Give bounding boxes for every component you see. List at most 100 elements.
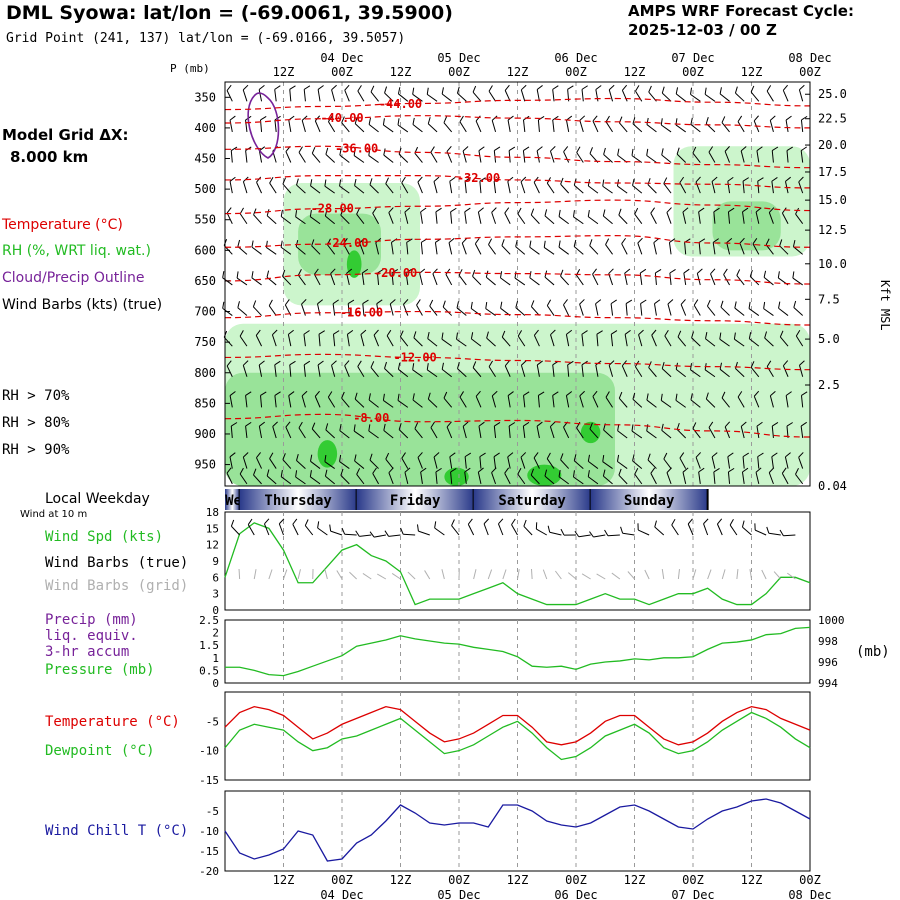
wind-barb <box>757 177 764 194</box>
wind-barb-flag <box>317 360 324 366</box>
wind-barb <box>638 329 644 347</box>
wind-barb-staff <box>504 90 511 102</box>
wind-barb <box>653 237 660 255</box>
wind-barb-flag <box>637 237 643 244</box>
wind-barb-staff <box>666 212 672 224</box>
wind-barb-staff <box>520 181 526 194</box>
wind-barb-flag <box>256 176 262 183</box>
wind-barb <box>417 176 423 194</box>
wind-barb-staff <box>581 89 584 102</box>
wind-barb-staff <box>708 151 716 163</box>
wind-barb-staff <box>488 366 496 378</box>
wind-barb-flag <box>764 331 768 339</box>
wind-barb-staff <box>675 93 686 102</box>
wind-barb <box>504 207 511 224</box>
wind-barb-staff <box>420 471 423 484</box>
wind-barb <box>634 207 643 225</box>
forecast-cycle-value: 2025-12-03 / 00 Z <box>628 21 777 39</box>
wind-barb <box>677 330 687 347</box>
wind-barb-staff <box>721 122 730 133</box>
wind-barb <box>429 299 438 316</box>
wind-barb-flag <box>504 360 510 367</box>
wind-barb <box>420 207 427 224</box>
wind-barb-flag <box>660 393 663 401</box>
wind-barb-flag <box>389 299 396 305</box>
wind-barb-staff <box>675 124 686 133</box>
wind-barb-staff <box>764 337 774 347</box>
wind-barb-staff <box>660 124 672 133</box>
wind-barb <box>477 467 484 484</box>
sfc-wind-barb <box>637 523 650 536</box>
wind-barb <box>245 421 252 439</box>
wind-barb <box>782 360 789 377</box>
wind-barb <box>618 391 628 408</box>
wind-barb-staff <box>721 397 730 408</box>
wind-barb-staff <box>800 119 804 132</box>
wind-barb-staff <box>579 120 584 133</box>
wind-barb <box>679 176 687 194</box>
sfc-wind-barb-staff <box>304 525 314 536</box>
wind-barb-flag <box>369 453 373 461</box>
wind-barb <box>493 452 500 469</box>
wind-barb-staff <box>565 120 570 133</box>
wind-barb-flag <box>799 360 805 366</box>
wind-barb-staff <box>608 89 614 102</box>
wind-barb <box>800 146 808 163</box>
date-label: 08 Dec <box>788 51 831 65</box>
wind-barb-flag <box>446 421 452 428</box>
sfc-wind-barb-flag <box>278 518 285 525</box>
wind-barb-staff <box>650 212 657 224</box>
wind-barb-staff <box>552 364 555 377</box>
height-tick-label: 17.5 <box>818 165 847 179</box>
wind-barb-staff <box>242 456 248 469</box>
wind-barb <box>698 467 705 484</box>
wind-barb-staff <box>618 122 628 133</box>
wind-barb <box>550 329 556 347</box>
wind-barb <box>639 268 647 286</box>
wind-barb <box>504 360 511 377</box>
wind-barb-flag <box>226 360 232 367</box>
wind-barb-staff <box>757 456 760 469</box>
wind-barb-flag <box>295 210 298 217</box>
wind-barb <box>514 271 526 286</box>
wind-barb-flag <box>231 422 238 427</box>
wind-barb-staff <box>621 90 628 102</box>
wind-barb <box>343 238 350 255</box>
sfc-wind-barb-staff <box>373 534 386 538</box>
wind-barb-flag <box>303 330 310 335</box>
wind-barb <box>242 360 249 377</box>
wind-barb-flag <box>499 271 503 278</box>
wind-barb-staff <box>280 246 292 255</box>
wind-barb-staff <box>388 472 394 485</box>
wind-barb-staff <box>573 216 584 225</box>
wind-barb <box>239 330 248 347</box>
wind-barb <box>310 179 321 194</box>
grid-wind-barb <box>554 570 562 580</box>
wind-barb-staff <box>311 428 321 439</box>
wind-barb <box>768 467 775 485</box>
grid-wind-barb <box>677 569 680 580</box>
wind-barb-staff <box>779 245 789 255</box>
isotherm-label: -40.00 <box>320 111 363 125</box>
wind-barb-staff <box>301 120 306 133</box>
wind-barb-staff <box>419 273 423 286</box>
wind-barb <box>360 329 367 347</box>
legend-wind-barbs: Wind Barbs (kts) (true) <box>2 297 163 313</box>
wind-barb-flag <box>443 391 448 399</box>
wind-barb-flag <box>638 329 644 335</box>
wind-barb-flag <box>770 390 776 397</box>
pressure-tick-label: 750 <box>194 335 216 349</box>
grid-wind-barb <box>661 569 665 580</box>
wind-barb-staff <box>654 303 657 316</box>
wind-barb <box>552 115 559 132</box>
wind-barb <box>472 361 482 378</box>
wind-barb <box>753 115 760 133</box>
wind-barb <box>339 148 350 163</box>
wind-barb-flag <box>558 209 561 217</box>
wind-barb <box>757 452 764 469</box>
wind-barb <box>650 207 657 224</box>
wind-barb-flag <box>635 85 640 92</box>
wind-barb-staff <box>595 364 599 377</box>
time-tick-label: 12Z <box>390 65 412 79</box>
wind-barb <box>419 268 426 286</box>
